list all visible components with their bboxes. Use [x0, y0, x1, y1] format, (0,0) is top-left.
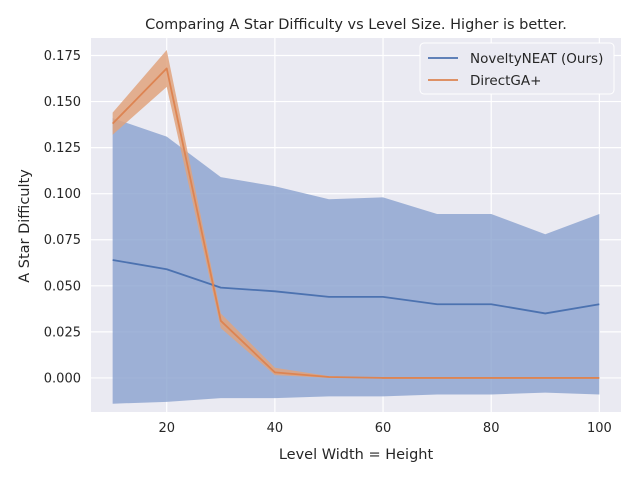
y-tick-label: 0.075 — [44, 233, 81, 248]
series-lines — [111, 67, 600, 379]
x-tick-label: 40 — [267, 421, 284, 436]
y-tick-label: 0.100 — [44, 187, 81, 202]
y-tick-label: 0.175 — [44, 49, 81, 64]
y-tick-label: 0.025 — [44, 325, 81, 340]
x-tick-label: 100 — [587, 421, 612, 436]
x-tick-label: 20 — [158, 421, 175, 436]
legend-box — [419, 42, 615, 95]
y-tick-label: 0.150 — [44, 95, 81, 110]
legend: NoveltyNEAT (Ours) DirectGA+ — [419, 42, 615, 95]
x-axis-label: Level Width = Height — [279, 447, 434, 463]
y-tick-label: 0.050 — [44, 279, 81, 294]
series-line-noveltyneat — [112, 259, 600, 315]
y-tick-labels: 0.000 0.025 0.050 0.075 0.100 0.125 0.150 0.175 — [44, 49, 81, 386]
y-tick-label: 0.125 — [44, 141, 81, 156]
x-tick-label: 60 — [375, 421, 392, 436]
legend-label-directga: DirectGA+ — [470, 73, 541, 89]
y-axis-label: A Star Difficulty — [17, 169, 33, 283]
chart-title: Comparing A Star Difficulty vs Level Siz… — [145, 17, 567, 33]
confidence-bands — [112, 49, 600, 404]
legend-label-noveltyneat: NoveltyNEAT (Ours) — [470, 51, 603, 67]
series-line-directga — [111, 67, 600, 379]
x-tick-label: 80 — [483, 421, 500, 436]
confidence-band-directga — [112, 49, 600, 378]
y-tick-label: 0.000 — [44, 371, 81, 386]
x-tick-labels: 20 40 60 80 100 — [158, 421, 611, 436]
